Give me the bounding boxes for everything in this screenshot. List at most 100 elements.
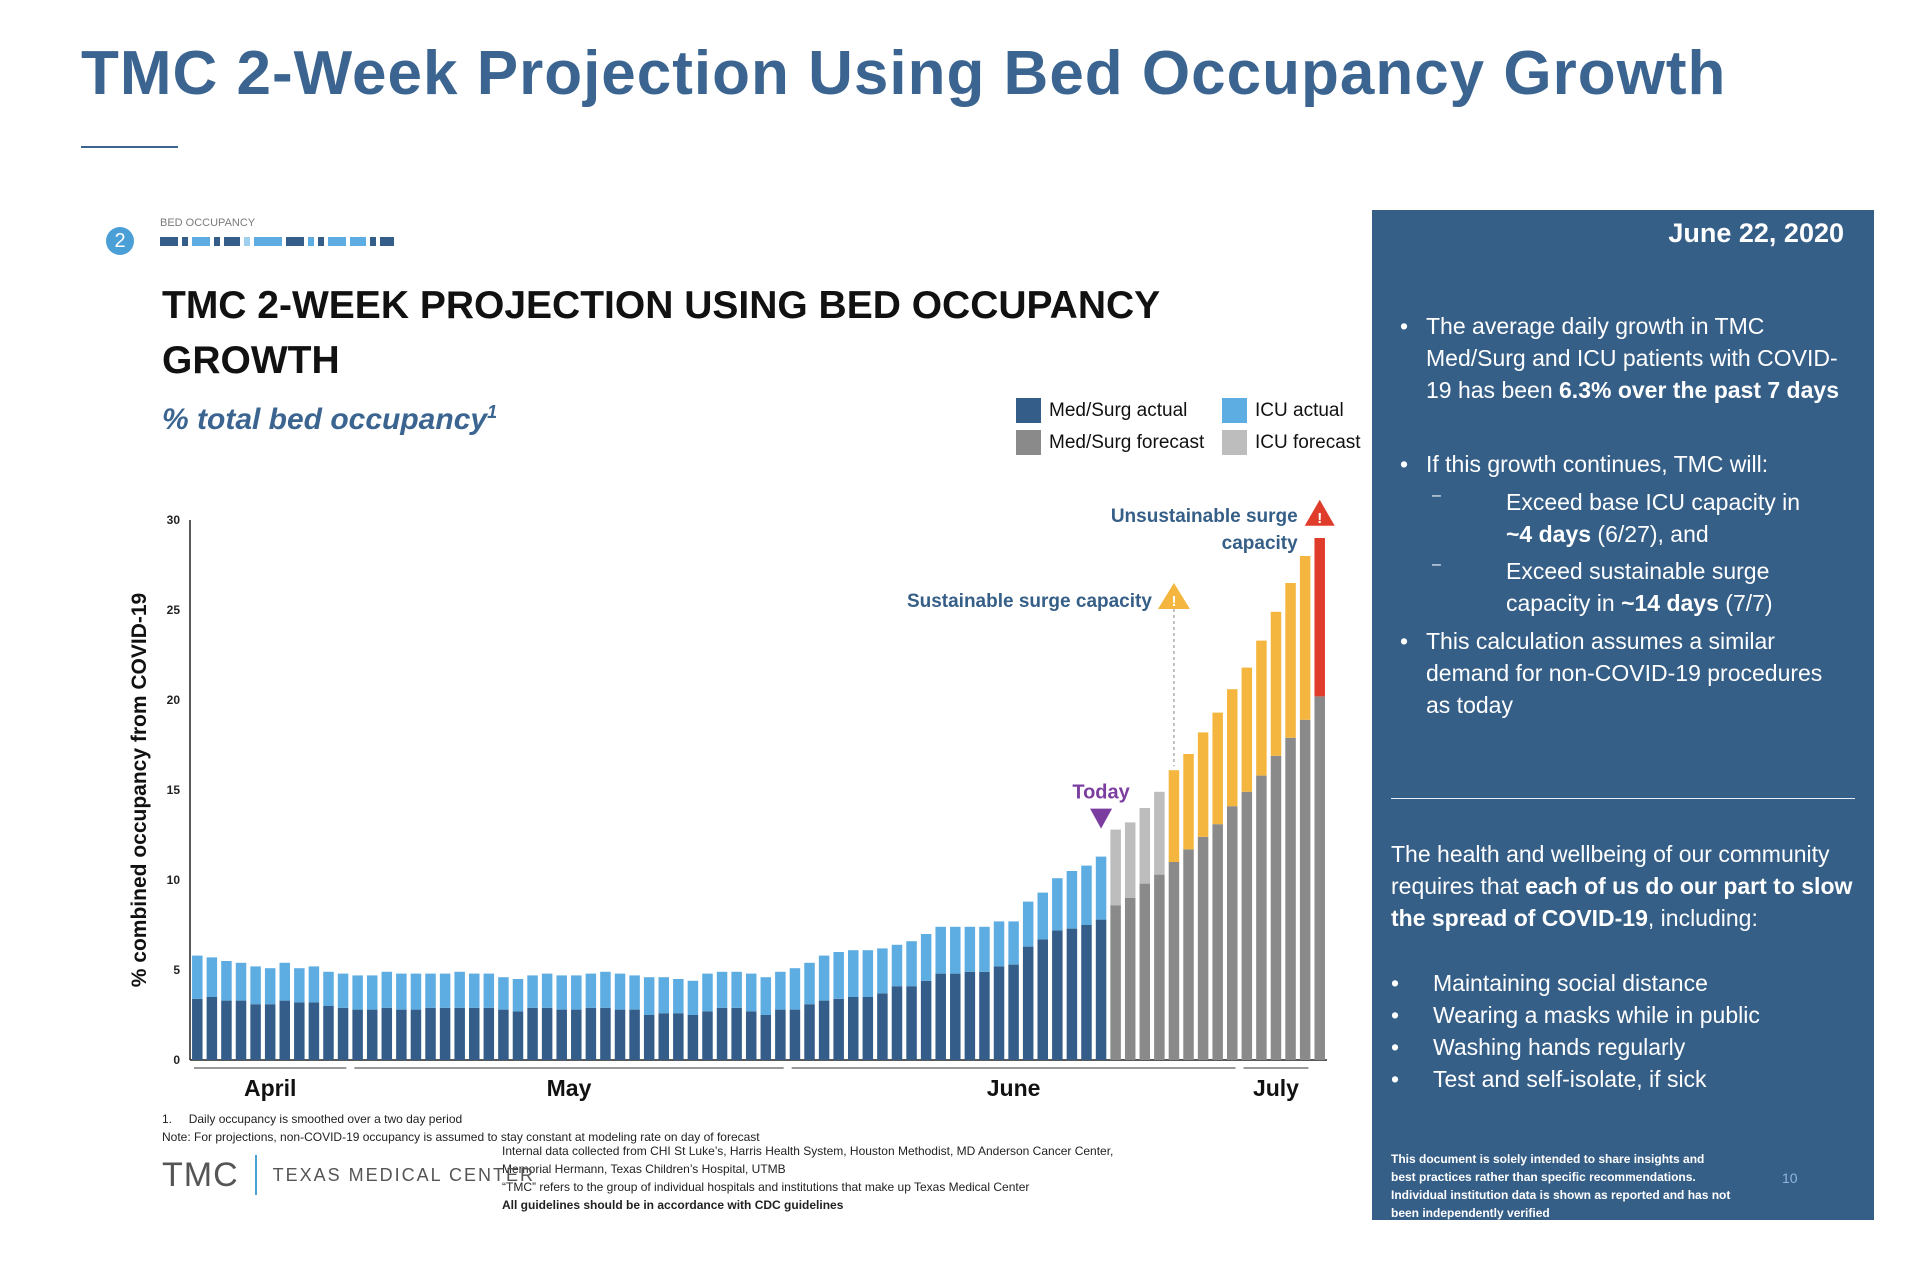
icu-forecast-bar [1124, 822, 1136, 898]
icu-forecast-bar [1285, 583, 1296, 738]
medsurg-actual-bar [1095, 919, 1107, 1060]
y-tick-label: 15 [167, 783, 181, 797]
section-progress-bar [160, 237, 394, 246]
icu-actual-bar [789, 968, 801, 1010]
medsurg-actual-bar [745, 1011, 757, 1060]
health-item: • Test and self-isolate, if sick [1391, 1066, 1707, 1092]
medsurg-actual-bar [950, 973, 961, 1060]
panel-disclaimer: This document is solely intended to shar… [1391, 1152, 1731, 1220]
medsurg-forecast-bar [1285, 737, 1296, 1060]
medsurg-actual-bar [1037, 939, 1048, 1060]
medsurg-actual-bar [833, 998, 844, 1060]
panel-bullet-continues: • If this growth continues, TMC will: [1400, 451, 1769, 477]
icu-actual-bar [512, 979, 524, 1012]
icu-actual-bar [425, 973, 436, 1008]
icu-actual-bar [381, 971, 393, 1008]
source-notes: Internal data collected from CHI St Luke… [502, 1144, 1114, 1212]
unsustainable-surge-label: Unsustainable surge [1111, 506, 1298, 527]
panel-bullet-assumption: • This calculation assumes a similar dema… [1400, 628, 1823, 718]
medsurg-forecast-bar [1168, 862, 1180, 1060]
icu-actual-bar [571, 975, 582, 1010]
icu-actual-bar [848, 950, 859, 997]
icu-actual-bar [760, 977, 772, 1015]
icu-actual-bar [1066, 871, 1078, 929]
medsurg-forecast-bar [1241, 791, 1253, 1060]
icu-actual-bar [716, 971, 728, 1008]
medsurg-forecast-bar [1154, 874, 1165, 1060]
icu-actual-bar [469, 973, 480, 1008]
medsurg-actual-bar [585, 1007, 597, 1060]
medsurg-actual-bar [1022, 946, 1034, 1060]
sustainable-surge-label: Sustainable surge capacity [907, 591, 1152, 612]
footnote-note: Note: For projections, non-COVID-19 occu… [162, 1130, 760, 1144]
medsurg-forecast-bar [1314, 696, 1325, 1060]
medsurg-actual-bar [366, 1009, 378, 1060]
medsurg-actual-bar [862, 997, 874, 1060]
icu-actual-bar [498, 977, 509, 1010]
medsurg-actual-bar [498, 1009, 509, 1060]
medsurg-actual-bar [454, 1007, 465, 1060]
today-marker-icon [1090, 808, 1113, 829]
warning-icon [1157, 583, 1190, 609]
icu-actual-bar [279, 962, 290, 1001]
x-month-label: June [987, 1075, 1041, 1101]
icu-actual-bar [643, 977, 655, 1015]
medsurg-actual-bar [687, 1015, 699, 1060]
legend-icu-forecast: ICU forecast [1222, 430, 1382, 455]
alert-icon [1304, 499, 1335, 526]
medsurg-actual-bar [964, 971, 976, 1060]
icu-actual-bar [556, 975, 567, 1010]
medsurg-actual-bar [789, 1009, 801, 1060]
icu-forecast-bar [1314, 538, 1325, 697]
occupancy-bar-chart: 0 5 10 15 20 25 30 % combined occupancy from CO… [128, 499, 1335, 1101]
y-tick-label: 30 [167, 513, 181, 527]
icu-actual-bar [687, 980, 699, 1015]
icu-actual-bar [337, 973, 349, 1008]
today-label: Today [1072, 782, 1130, 804]
icu-actual-bar [891, 944, 903, 987]
icu-forecast-bar [1183, 754, 1194, 850]
icu-forecast-bar [1139, 808, 1151, 884]
warning-icon-mark: ! [1171, 593, 1176, 610]
medsurg-actual-bar [352, 1009, 363, 1060]
tmc-logo: TMC TEXAS MEDICAL CENTER [162, 1155, 536, 1195]
panel-bullet-growth: • The average daily growth in TMC Med/Sur… [1400, 313, 1839, 403]
medsurg-actual-bar [1081, 925, 1092, 1060]
icu-actual-bar [877, 948, 888, 994]
icu-actual-bar [673, 979, 684, 1014]
icu-forecast-bar [1270, 611, 1282, 756]
icu-actual-bar [454, 971, 465, 1008]
icu-actual-bar [294, 968, 305, 1003]
icu-actual-bar [308, 966, 320, 1003]
footnotes: 1. Daily occupancy is smoothed over a tw… [162, 1112, 760, 1144]
y-axis-label: % combined occupancy from COVID-19 [128, 593, 151, 987]
medsurg-forecast-bar [1139, 883, 1151, 1060]
panel-date: June 22, 2020 [1668, 218, 1844, 248]
page-number: 10 [1782, 1170, 1798, 1186]
y-tick-label: 5 [173, 963, 180, 977]
icu-actual-bar [614, 973, 626, 1010]
icu-actual-bar [323, 971, 334, 1006]
medsurg-actual-bar [439, 1007, 451, 1060]
health-item: • Maintaining social distance [1391, 970, 1708, 996]
medsurg-forecast-bar [1270, 755, 1282, 1060]
legend-icu-actual: ICU actual [1222, 398, 1382, 423]
icu-actual-bar [352, 975, 363, 1010]
icu-forecast-bar [1197, 732, 1209, 837]
icu-actual-bar [950, 926, 961, 974]
icu-actual-bar [264, 968, 276, 1005]
icu-actual-bar [541, 973, 553, 1008]
medsurg-actual-bar [469, 1007, 480, 1060]
medsurg-forecast-bar [1256, 775, 1267, 1060]
icu-forecast-bar [1212, 712, 1223, 825]
medsurg-actual-bar [381, 1007, 393, 1060]
medsurg-forecast-bar [1227, 806, 1238, 1060]
medsurg-actual-bar [804, 1004, 815, 1060]
medsurg-actual-bar [483, 1007, 495, 1060]
icu-actual-bar [439, 973, 451, 1008]
icu-forecast-bar [1299, 556, 1311, 720]
icu-actual-bar [1037, 892, 1048, 940]
medsurg-actual-bar [1052, 930, 1063, 1060]
medsurg-actual-bar [425, 1007, 436, 1060]
medsurg-actual-bar [673, 1013, 684, 1060]
